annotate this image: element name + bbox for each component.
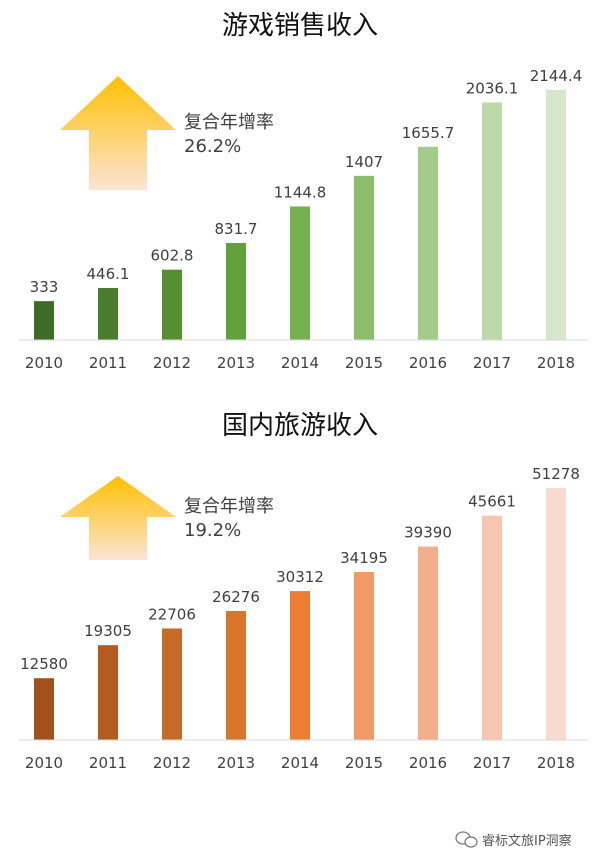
bar-series: 333 2010 446.1 2011 602.8 2012 831.7 2013 1144.8… <box>25 67 582 372</box>
game-sales-chart: 游戏销售收入 复合年增率 26.2% 333 2010 446.1 2011 602.8… <box>18 11 588 372</box>
data-label: 2036.1 <box>466 79 519 97</box>
x-tick-label: 2012 <box>153 754 191 772</box>
cagr-arrow-icon <box>60 476 176 560</box>
data-label: 19305 <box>84 622 132 640</box>
chart-title: 游戏销售收入 <box>222 11 378 41</box>
x-tick-label: 2010 <box>25 754 63 772</box>
bar-2017 <box>482 102 502 340</box>
bar-2014 <box>290 591 310 740</box>
watermark: 睿标文旅IP洞察 <box>455 831 572 849</box>
bar-2016 <box>418 546 438 740</box>
x-tick-label: 2015 <box>345 754 383 772</box>
data-label: 34195 <box>340 549 388 567</box>
data-label: 39390 <box>404 524 452 542</box>
bar-2016 <box>418 146 438 340</box>
x-tick-label: 2014 <box>281 754 319 772</box>
bar-2012 <box>162 269 182 340</box>
x-tick-label: 2016 <box>409 354 447 372</box>
bar-2015 <box>354 572 374 740</box>
cagr-arrow-icon <box>60 76 176 190</box>
data-label: 22706 <box>148 605 196 623</box>
x-tick-label: 2011 <box>89 354 127 372</box>
watermark-text: 睿标文旅IP洞察 <box>482 834 572 849</box>
x-tick-label: 2014 <box>281 354 319 372</box>
data-label: 51278 <box>532 465 580 483</box>
domestic-tourism-chart: 国内旅游收入 复合年增率 19.2% 12580 2010 19305 2011 227… <box>18 411 588 772</box>
bar-2018 <box>546 89 566 340</box>
x-tick-label: 2015 <box>345 354 383 372</box>
bar-2013 <box>226 242 246 340</box>
wechat-icon <box>455 831 478 848</box>
x-tick-label: 2011 <box>89 754 127 772</box>
bar-2014 <box>290 206 310 340</box>
data-label: 831.7 <box>215 220 258 238</box>
bar-series: 12580 2010 19305 2011 22706 2012 26276 2013 3031… <box>20 465 580 772</box>
bar-2012 <box>162 628 182 740</box>
data-label: 30312 <box>276 568 324 586</box>
cagr-value: 26.2% <box>184 136 241 157</box>
x-tick-label: 2016 <box>409 754 447 772</box>
bar-2010 <box>34 678 54 740</box>
data-label: 12580 <box>20 655 68 673</box>
bar-2018 <box>546 488 566 740</box>
data-label: 45661 <box>468 493 516 511</box>
data-label: 333 <box>30 278 59 296</box>
x-tick-label: 2010 <box>25 354 63 372</box>
cagr-label: 复合年增率 <box>184 112 274 133</box>
bar-2011 <box>98 645 118 740</box>
bar-2017 <box>482 515 502 740</box>
data-label: 446.1 <box>87 265 130 283</box>
data-label: 26276 <box>212 588 260 606</box>
bar-2015 <box>354 175 374 340</box>
x-tick-label: 2018 <box>537 754 575 772</box>
bar-2011 <box>98 287 118 340</box>
data-label: 602.8 <box>151 247 194 265</box>
data-label: 1655.7 <box>402 124 455 142</box>
x-tick-label: 2013 <box>217 754 255 772</box>
bar-2013 <box>226 610 246 740</box>
x-tick-label: 2017 <box>473 354 511 372</box>
cagr-label: 复合年增率 <box>184 496 274 517</box>
x-tick-label: 2017 <box>473 754 511 772</box>
x-tick-label: 2013 <box>217 354 255 372</box>
data-label: 1144.8 <box>274 183 327 201</box>
data-label: 2144.4 <box>530 67 583 85</box>
x-tick-label: 2012 <box>153 354 191 372</box>
cagr-value: 19.2% <box>184 520 241 541</box>
data-label: 1407 <box>345 153 383 171</box>
bar-2010 <box>34 301 54 340</box>
chart-title: 国内旅游收入 <box>222 411 378 441</box>
x-tick-label: 2018 <box>537 354 575 372</box>
